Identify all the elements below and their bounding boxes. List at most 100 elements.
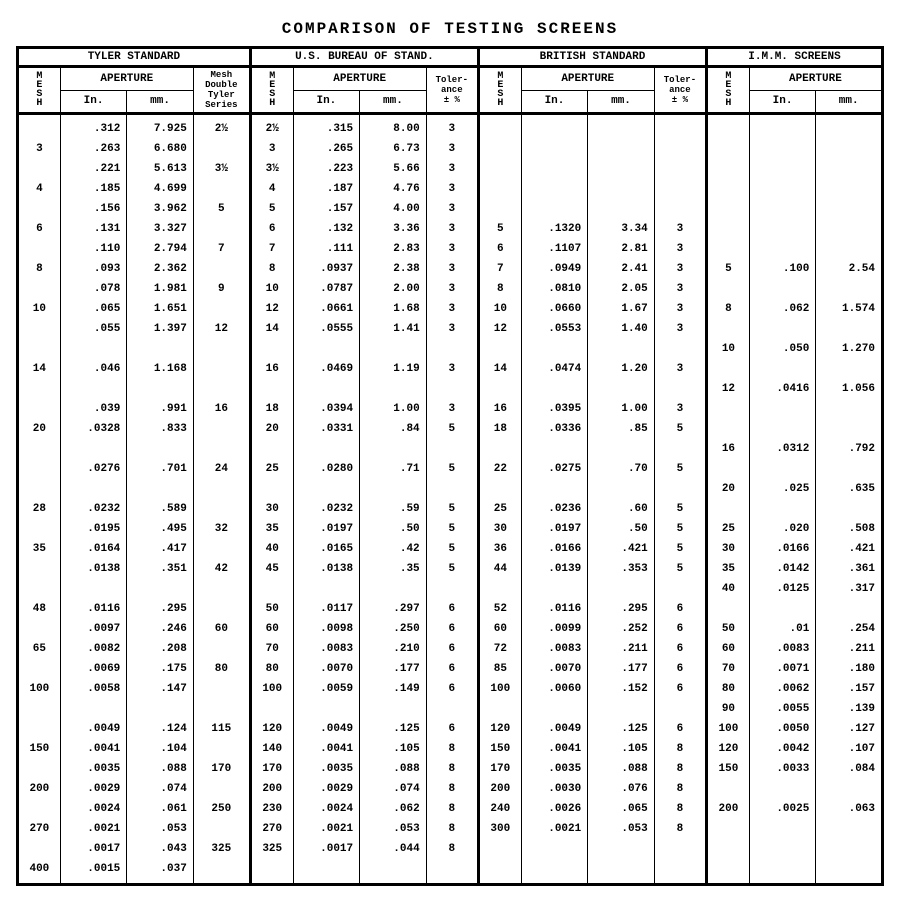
- cell: .0328: [60, 419, 127, 439]
- cell: [707, 859, 750, 885]
- cell: [816, 179, 883, 199]
- cell: .0059: [293, 679, 360, 699]
- cell: .495: [127, 519, 194, 539]
- cell: .053: [588, 819, 655, 839]
- cell: 32: [193, 519, 250, 539]
- cell: .125: [360, 719, 427, 739]
- cell: .0097: [60, 619, 127, 639]
- cell: .0116: [60, 599, 127, 619]
- cell: [588, 579, 655, 599]
- cell: 45: [250, 559, 293, 579]
- cell: .0033: [749, 759, 816, 779]
- cell: 40: [707, 579, 750, 599]
- hdr-in: In.: [60, 90, 127, 114]
- cell: [521, 179, 588, 199]
- cell: 3: [426, 359, 478, 379]
- cell: 14: [250, 319, 293, 339]
- cell: [478, 114, 521, 140]
- cell: .0275: [521, 459, 588, 479]
- cell: 7.925: [127, 114, 194, 140]
- cell: 10: [478, 299, 521, 319]
- table-row: 6.1313.3276.1323.3635.13203.343: [18, 219, 883, 239]
- cell: .701: [127, 459, 194, 479]
- cell: 170: [478, 759, 521, 779]
- cell: 7: [250, 239, 293, 259]
- cell: .0049: [60, 719, 127, 739]
- cell: [816, 419, 883, 439]
- cell: 6: [250, 219, 293, 239]
- cell: [707, 459, 750, 479]
- cell: 2.794: [127, 239, 194, 259]
- table-row: 270.0021.053270.0021.0538300.0021.0538: [18, 819, 883, 839]
- cell: 60: [707, 639, 750, 659]
- cell: 25: [478, 499, 521, 519]
- cell: 30: [478, 519, 521, 539]
- table-row: .0035.088170170.0035.0888170.0035.088815…: [18, 759, 883, 779]
- cell: .50: [360, 519, 427, 539]
- cell: 70: [250, 639, 293, 659]
- table-header: TYLER STANDARD U.S. BUREAU OF STAND. BRI…: [18, 48, 883, 114]
- cell: [749, 179, 816, 199]
- cell: 200: [250, 779, 293, 799]
- cell: [749, 319, 816, 339]
- cell: .0166: [749, 539, 816, 559]
- cell: [816, 279, 883, 299]
- cell: .792: [816, 439, 883, 459]
- cell: [816, 159, 883, 179]
- table-row: .0017.043325325.0017.0448: [18, 839, 883, 859]
- cell: 6: [654, 599, 706, 619]
- cell: [588, 839, 655, 859]
- cell: [193, 639, 250, 659]
- cell: 36: [478, 539, 521, 559]
- cell: [127, 439, 194, 459]
- cell: [816, 839, 883, 859]
- cell: .0070: [293, 659, 360, 679]
- cell: [360, 379, 427, 399]
- cell: [193, 499, 250, 519]
- cell: 1.41: [360, 319, 427, 339]
- cell: [816, 599, 883, 619]
- cell: 5: [426, 499, 478, 519]
- cell: 5: [426, 559, 478, 579]
- cell: .221: [60, 159, 127, 179]
- cell: .0232: [60, 499, 127, 519]
- cell: .132: [293, 219, 360, 239]
- cell: 5: [654, 559, 706, 579]
- table-row: .0049.124115120.0049.1256120.0049.125610…: [18, 719, 883, 739]
- cell: .0026: [521, 799, 588, 819]
- cell: 3.327: [127, 219, 194, 239]
- table-row: .0138.3514245.0138.35544.0139.353535.014…: [18, 559, 883, 579]
- cell: 5: [707, 259, 750, 279]
- cell: [521, 339, 588, 359]
- cell: [193, 859, 250, 885]
- hdr-tyler-double: Mesh Double Tyler Series: [193, 67, 250, 114]
- table-row: 100.0058.147100.0059.1496100.0060.152680…: [18, 679, 883, 699]
- cell: .361: [816, 559, 883, 579]
- cell: 325: [250, 839, 293, 859]
- cell: .105: [360, 739, 427, 759]
- cell: [749, 419, 816, 439]
- cell: [749, 239, 816, 259]
- cell: .0083: [293, 639, 360, 659]
- table-row: .0097.2466060.0098.250660.0099.252650.01…: [18, 619, 883, 639]
- cell: .0035: [60, 759, 127, 779]
- cell: 1.68: [360, 299, 427, 319]
- cell: 4.76: [360, 179, 427, 199]
- cell: [18, 519, 61, 539]
- cell: .1320: [521, 219, 588, 239]
- cell: .0017: [60, 839, 127, 859]
- cell: [654, 114, 706, 140]
- cell: 52: [478, 599, 521, 619]
- cell: 6: [426, 659, 478, 679]
- cell: .157: [816, 679, 883, 699]
- table-row: .0276.7012425.0280.71522.0275.705: [18, 459, 883, 479]
- cell: 20: [18, 419, 61, 439]
- cell: .157: [293, 199, 360, 219]
- cell: .351: [127, 559, 194, 579]
- cell: 5: [654, 459, 706, 479]
- cell: .037: [127, 859, 194, 885]
- cell: [816, 219, 883, 239]
- cell: 3: [654, 279, 706, 299]
- cell: .0042: [749, 739, 816, 759]
- cell: .180: [816, 659, 883, 679]
